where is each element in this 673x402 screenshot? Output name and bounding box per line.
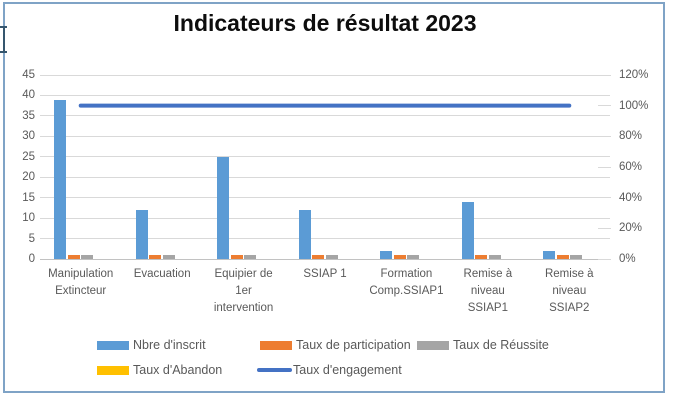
bar-taux-de-participation-1 [149, 254, 162, 259]
y-axis-left-tick-label: 25 [22, 150, 35, 163]
gridline [40, 135, 610, 137]
bar-nbre-d-inscrit-6 [543, 250, 556, 259]
y-axis-left-tick-label: 0 [28, 253, 35, 265]
bar-taux-de-participation-5 [475, 254, 488, 259]
y-axis-right-tick-dash [598, 197, 611, 199]
y-axis-right-tick-dash [598, 105, 611, 107]
y-axis-left-tick-label: 30 [22, 130, 35, 143]
y-axis-right-tick-dash [598, 166, 611, 168]
y-axis-right-tick-label: 120% [619, 69, 649, 81]
legend-swatch-taux-de-participation [260, 340, 292, 350]
y-axis-left-tick-label: 5 [28, 232, 35, 245]
y-axis-right-tick-dash [598, 258, 611, 260]
gridline [40, 176, 610, 178]
chart-title: Indicateurs de résultat 2023 [173, 10, 477, 36]
bar-taux-de-participation-3 [312, 254, 325, 259]
y-axis-right-tick-dash [598, 74, 611, 76]
legend-swatch-taux-d-abandon [97, 365, 129, 375]
x-axis-category-label: Manipulation Extincteur [48, 268, 114, 297]
gridline [40, 115, 610, 117]
left-edge-segment [3, 26, 5, 53]
y-axis-right-tick-label: 0% [619, 253, 636, 265]
x-axis-category-label: SSIAP 1 [303, 268, 347, 280]
bar-taux-de-participation-2 [230, 254, 243, 259]
gridline [40, 94, 610, 96]
bar-taux-de-r-ussite-1 [162, 254, 175, 259]
bar-taux-de-r-ussite-3 [325, 254, 338, 259]
y-axis-right-tick-label: 20% [619, 222, 643, 235]
legend-swatch-nbre-d-inscrit [97, 340, 129, 350]
gridline [40, 217, 610, 219]
y-axis-right-tick-dash [598, 227, 611, 229]
bar-taux-de-participation-0 [67, 254, 80, 259]
bar-nbre-d-inscrit-3 [298, 209, 311, 259]
bar-nbre-d-inscrit-0 [54, 99, 67, 259]
legend-label-taux-de-participation: Taux de participation [296, 338, 411, 352]
x-axis-category-label: Evacuation [133, 268, 191, 280]
y-axis-left-tick-label: 15 [22, 191, 35, 204]
y-axis-left-tick-label: 45 [22, 69, 35, 81]
gridline [40, 74, 610, 76]
y-axis-left-tick-label: 40 [22, 89, 35, 102]
x-axis-category-label: Formation Comp.SSIAP1 [369, 268, 444, 297]
y-axis-left-tick-label: 20 [22, 171, 35, 184]
gridline [40, 258, 610, 260]
x-axis-category-label: Equipier de 1er intervention [213, 268, 274, 314]
bar-taux-de-r-ussite-5 [488, 254, 501, 259]
y-axis-left-tick-label: 35 [22, 109, 35, 122]
bar-taux-de-participation-4 [393, 254, 406, 259]
bar-taux-de-r-ussite-0 [81, 254, 94, 259]
gridline [40, 197, 610, 199]
legend-label-nbre-d-inscrit: Nbre d'inscrit [133, 338, 206, 352]
bar-taux-de-participation-6 [556, 254, 569, 259]
bar-nbre-d-inscrit-4 [380, 250, 393, 259]
y-axis-right-tick-label: 60% [619, 161, 643, 173]
bar-taux-de-r-ussite-6 [570, 254, 583, 259]
legend-label-taux-d-engagement: Taux d'engagement [293, 363, 402, 377]
y-axis-left-tick-label: 10 [22, 212, 35, 225]
gridline [40, 238, 610, 240]
x-axis-category-label: Remise à niveau SSIAP2 [544, 268, 594, 314]
gridline [40, 156, 610, 158]
legend-line-swatch-taux-d-engagement [257, 368, 292, 372]
legend-label-taux-de-r-ussite: Taux de Réussite [453, 338, 549, 352]
y-axis-right-tick-label: 80% [619, 130, 643, 143]
legend-label-taux-d-abandon: Taux d'Abandon [133, 363, 223, 377]
y-axis-right-tick-label: 40% [619, 191, 643, 204]
bar-taux-de-r-ussite-4 [407, 254, 420, 259]
bar-nbre-d-inscrit-1 [135, 209, 148, 259]
x-axis-category-label: Remise à niveau SSIAP1 [463, 268, 513, 314]
y-axis-right-tick-label: 100% [619, 99, 649, 112]
bar-nbre-d-inscrit-5 [461, 201, 474, 259]
y-axis-right-tick-dash [598, 135, 611, 137]
bar-nbre-d-inscrit-2 [217, 156, 230, 259]
legend-swatch-taux-de-r-ussite [417, 340, 449, 350]
bar-taux-de-r-ussite-2 [244, 254, 257, 259]
